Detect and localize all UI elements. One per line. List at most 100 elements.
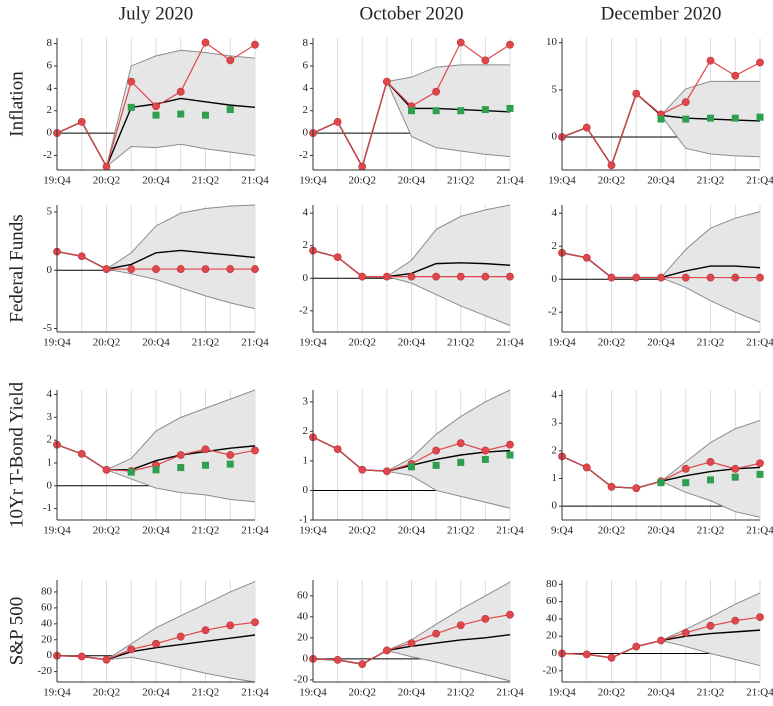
band-upper-edge [660,419,761,482]
x-tick-label: 20:Q4 [398,175,426,187]
x-tick-label: 21:Q2 [697,525,725,537]
x-tick-label: 19:Q4 [43,687,71,699]
survey-point [506,451,514,459]
actual-point [681,464,690,473]
actual-point [176,451,185,459]
y-tick-label: 2 [552,240,558,252]
x-tick-label: 19:Q4 [548,175,576,187]
actual-point [226,451,235,459]
x-tick-label: 20:Q2 [93,687,121,699]
y-tick-label: 60 [546,595,558,607]
x-tick-label: 21:Q2 [192,175,220,187]
actual-point [358,162,367,171]
x-tick-label: 21:Q2 [697,175,725,187]
x-tick-label: 20:Q4 [647,525,675,537]
row-title: S&P 500 [6,597,27,665]
y-tick-label: 5 [552,83,558,95]
actual-point [607,482,616,491]
actual-point [382,77,391,86]
column-title: October 2020 [360,3,464,24]
y-tick-label: 2 [552,444,558,456]
actual-point [201,38,210,47]
actual-point [456,439,465,448]
row-title: Inflation [6,71,27,137]
actual-point [382,272,391,281]
actual-point [77,252,86,261]
y-tick-label: 40 [546,612,558,624]
actual-point [358,465,367,474]
actual-point [731,71,740,80]
survey-point [127,468,135,476]
actual-point [582,253,591,262]
band-lower-edge [386,470,511,509]
actual-point [607,653,616,662]
forecast-band [106,581,255,682]
forecast-band [106,205,255,309]
survey-point [682,479,690,487]
column-title: December 2020 [601,3,722,24]
x-tick-label: 20:Q4 [398,687,426,699]
y-tick-label: 0 [47,264,53,276]
survey-point [152,111,160,119]
actual-point [706,56,715,65]
band-upper-edge [386,581,511,651]
x-tick-label: 21:Q4 [496,687,524,699]
actual-point [456,38,465,47]
actual-point [127,77,136,86]
band-lower-edge [660,480,761,518]
actual-point [481,272,490,281]
y-tick-label: 4 [303,207,309,219]
survey-point [481,455,489,463]
x-tick-label: 20:Q4 [142,525,170,537]
forecast-band [661,211,760,323]
forecast-band [386,390,510,509]
band-upper-edge [106,49,256,167]
survey-point [707,476,714,484]
band-upper-edge [660,592,761,641]
y-tick-label: 80 [41,585,53,597]
y-tick-label: 40 [297,610,309,622]
actual-point [432,87,441,96]
x-tick-label: 21:Q4 [746,687,773,699]
actual-point [582,463,591,472]
actual-point [632,484,641,493]
y-tick-label: 20 [297,631,309,643]
actual-point [432,446,441,455]
y-tick-label: 1 [47,457,53,469]
x-tick-label: 20:Q2 [93,525,121,537]
band-lower-edge [386,276,511,326]
y-tick-label: -2 [548,306,557,318]
survey-point [408,463,415,471]
actual-point [756,613,764,622]
y-tick-label: 0 [552,500,558,512]
y-tick-label: -5 [43,322,53,334]
y-tick-label: 8 [303,37,309,49]
x-tick-label: 21:Q4 [496,337,524,349]
x-tick-label: 21:Q4 [241,175,269,187]
survey-point [177,110,185,118]
actual-point [657,273,665,282]
band-upper-edge [106,389,256,471]
y-tick-label: 3 [47,411,53,423]
x-tick-label: 21:Q4 [746,525,773,537]
x-tick-label: 21:Q2 [447,525,475,537]
actual-point [706,621,715,630]
actual-point [607,273,616,282]
actual-point [681,628,690,637]
y-tick-label: 20 [41,633,53,645]
y-tick-label: 0 [303,272,309,284]
survey-point [457,458,465,466]
x-tick-label: 20:Q2 [349,525,377,537]
x-tick-label: 20:Q2 [93,175,121,187]
y-tick-label: 0 [47,649,53,661]
actual-point [333,445,342,453]
x-tick-label: 21:Q4 [241,687,269,699]
x-tick-label: 20:Q4 [398,525,426,537]
x-tick-label: 21:Q4 [496,175,524,187]
x-tick-label: 21:Q2 [447,175,475,187]
survey-point [457,107,465,115]
actual-point [77,449,86,458]
survey-point [226,460,234,468]
y-tick-label: 6 [47,59,53,71]
y-tick-label: 1 [552,472,558,484]
